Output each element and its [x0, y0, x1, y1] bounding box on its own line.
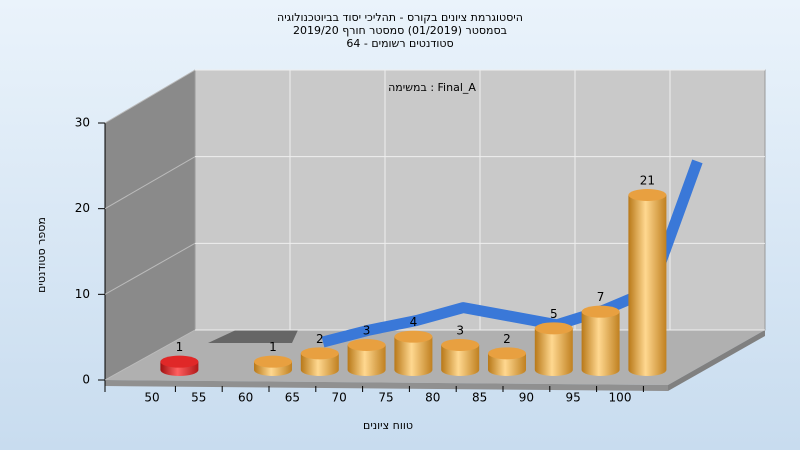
data-label: 5 — [550, 307, 558, 321]
x-tick-label: 75 — [378, 391, 393, 405]
bar-top — [581, 305, 620, 318]
x-tick-label: 100 — [609, 391, 632, 405]
y-tick-label: 30 — [75, 116, 90, 130]
floor-edge — [668, 330, 765, 391]
data-label: 4 — [410, 315, 418, 329]
y-tick-label: 0 — [82, 373, 90, 387]
data-label: 1 — [176, 340, 184, 354]
x-tick-label: 95 — [566, 391, 581, 405]
data-label: 7 — [597, 290, 605, 304]
bar-top — [534, 322, 573, 335]
chart-subtitle: סטודנטים רשומים - 64 — [346, 37, 453, 50]
bar-top — [488, 347, 526, 360]
annotation: במשימה : Final_A — [388, 81, 476, 94]
x-tick-label: 50 — [144, 391, 159, 405]
data-label: 3 — [456, 324, 464, 338]
bar — [534, 328, 573, 376]
x-tick-label: 60 — [238, 391, 253, 405]
chart-title: היסטוגרמת ציונים בקורס - תהליכי יסוד בבי… — [277, 11, 523, 24]
grid-line — [104, 69, 196, 124]
x-tick-label: 90 — [519, 391, 534, 405]
bar — [628, 195, 667, 376]
bar-top — [160, 355, 199, 368]
data-label: 1 — [269, 340, 277, 354]
floor-front — [105, 380, 668, 391]
data-label: 21 — [640, 174, 655, 188]
bar-top — [347, 339, 386, 351]
left-wall — [105, 70, 195, 380]
data-label: 3 — [363, 324, 371, 338]
bar-top — [300, 347, 339, 360]
bar — [488, 353, 526, 376]
trend-shadow — [208, 330, 298, 343]
grid-line — [104, 329, 196, 381]
bar-top — [441, 339, 480, 351]
x-tick-label: 80 — [425, 391, 440, 405]
bar — [300, 353, 339, 376]
grid-line — [104, 242, 196, 295]
bar — [347, 345, 386, 376]
bar-top — [394, 330, 433, 343]
bar — [394, 336, 433, 376]
bar — [441, 345, 480, 376]
chart-subtitle: בסמסטר (01/2019) סמסטר חורף 2019/20 — [293, 24, 507, 37]
x-axis-label: טווח ציונים — [363, 419, 413, 432]
y-tick-label: 20 — [75, 201, 90, 215]
x-tick-label: 85 — [472, 391, 487, 405]
y-axis-label: מספר סטודנטים — [35, 217, 48, 293]
bar — [581, 311, 620, 376]
data-label: 2 — [316, 332, 324, 346]
x-tick-label: 55 — [191, 391, 206, 405]
data-label: 2 — [503, 332, 511, 346]
x-tick-label: 65 — [285, 391, 300, 405]
bar-top — [254, 355, 292, 368]
bar-top — [628, 189, 667, 201]
y-tick-label: 10 — [75, 287, 90, 301]
grid-line — [104, 156, 196, 210]
x-tick-label: 70 — [332, 391, 347, 405]
